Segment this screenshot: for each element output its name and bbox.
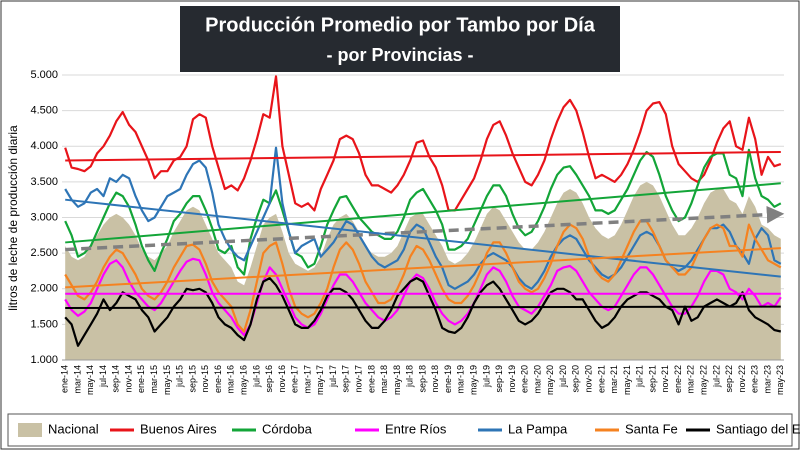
- x-tick-label: jul-14: [98, 365, 108, 388]
- y-tick-label: 1.500: [30, 318, 58, 330]
- trend-line: [65, 305, 781, 309]
- line: [64, 277, 782, 347]
- x-tick-label: mar-23: [762, 365, 772, 394]
- title-box: [180, 6, 620, 72]
- x-tick-label: mar-17: [302, 365, 312, 394]
- trend-line: [65, 205, 785, 252]
- x-tick-label: may-22: [699, 365, 709, 395]
- x-tick-label: nov-17: [353, 365, 363, 393]
- x-tick-label: ene-15: [136, 365, 146, 393]
- x-tick-label: ene-16: [213, 365, 223, 393]
- x-tick-label: nov-22: [737, 365, 747, 393]
- x-tick-label: may-20: [545, 365, 555, 395]
- x-tick-label: ene-19: [443, 365, 453, 393]
- x-tick-label: ene-20: [520, 365, 530, 393]
- x-tick-label: mar-20: [532, 365, 542, 394]
- chart-subtitle: - por Provincias -: [326, 45, 473, 65]
- x-tick-label: nov-18: [430, 365, 440, 393]
- x-tick-label: may-23: [775, 365, 785, 395]
- legend-label: Nacional: [48, 421, 99, 436]
- x-tick-label: jul-18: [405, 365, 415, 388]
- x-tick-label: jul-16: [251, 365, 261, 388]
- legend-swatch: [18, 423, 42, 437]
- x-tick-label: sep-16: [264, 365, 274, 393]
- x-tick-label: sep-20: [571, 365, 581, 393]
- x-tick-label: mar-19: [456, 365, 466, 394]
- trend-line: [65, 247, 781, 289]
- x-tick-label: mar-14: [72, 365, 82, 394]
- x-tick-label: mar-18: [379, 365, 389, 394]
- y-tick-label: 4.000: [30, 140, 58, 152]
- x-tick-label: sep-21: [647, 365, 657, 393]
- area: [65, 181, 781, 360]
- x-tick-label: sep-14: [111, 365, 121, 393]
- trend-line: [65, 182, 781, 244]
- y-tick-label: 4.500: [30, 105, 58, 117]
- x-tick-label: may-16: [238, 365, 248, 395]
- x-tick-label: nov-19: [507, 365, 517, 393]
- y-tick-label: 2.000: [30, 283, 58, 295]
- x-tick-label: may-18: [392, 365, 402, 395]
- x-tick-label: mar-16: [226, 365, 236, 394]
- legend-label: Santa Fe: [625, 421, 678, 436]
- x-tick-label: sep-15: [187, 365, 197, 393]
- line: [64, 148, 782, 276]
- trend-line: [65, 150, 781, 162]
- legend-label: Córdoba: [262, 421, 313, 436]
- x-tick-label: jul-20: [558, 365, 568, 388]
- y-tick-label: 2.500: [30, 247, 58, 259]
- legend-label: La Pampa: [508, 421, 568, 436]
- x-tick-label: ene-23: [750, 365, 760, 393]
- x-tick-label: ene-14: [60, 365, 70, 393]
- x-tick-label: ene-17: [290, 365, 300, 393]
- line: [64, 257, 782, 337]
- x-tick-label: sep-19: [494, 365, 504, 393]
- x-tick-label: ene-18: [366, 365, 376, 393]
- y-tick-label: 1.000: [30, 354, 58, 366]
- x-tick-label: nov-14: [123, 365, 133, 393]
- x-tick-label: sep-17: [341, 365, 351, 393]
- trend-line: [65, 198, 781, 278]
- x-tick-label: jul-17: [328, 365, 338, 388]
- x-tick-label: nov-15: [200, 365, 210, 393]
- x-tick-label: may-21: [622, 365, 632, 395]
- legend-label: Buenos Aires: [140, 421, 217, 436]
- legend-label: Santiago del Estero: [716, 421, 800, 436]
- legend-box: [7, 413, 793, 447]
- x-tick-label: mar-15: [149, 365, 159, 394]
- line: [64, 220, 782, 333]
- x-tick-label: may-14: [85, 365, 95, 395]
- x-tick-label: sep-18: [417, 365, 427, 393]
- x-tick-label: jul-19: [481, 365, 491, 388]
- x-tick-label: sep-22: [724, 365, 734, 393]
- y-tick-label: 5.000: [30, 69, 58, 81]
- y-tick-label: 3.000: [30, 211, 58, 223]
- x-tick-label: nov-20: [583, 365, 593, 393]
- y-axis-label: litros de leche de producción diaria: [6, 125, 20, 311]
- y-tick-label: 3.500: [30, 176, 58, 188]
- x-tick-label: may-15: [162, 365, 172, 395]
- x-tick-label: nov-21: [660, 365, 670, 393]
- x-tick-label: mar-21: [609, 365, 619, 394]
- legend-label: Entre Ríos: [385, 421, 447, 436]
- line: [64, 75, 782, 212]
- x-tick-label: ene-21: [596, 365, 606, 393]
- x-tick-label: jul-15: [175, 365, 185, 388]
- x-tick-label: mar-22: [686, 365, 696, 394]
- x-tick-label: jul-21: [635, 365, 645, 388]
- x-tick-label: jul-22: [711, 365, 721, 388]
- x-tick-label: may-19: [468, 365, 478, 395]
- chart-title: Producción Promedio por Tambo por Día: [205, 14, 596, 36]
- x-tick-label: nov-16: [277, 365, 287, 393]
- x-tick-label: ene-22: [673, 365, 683, 393]
- x-tick-label: may-17: [315, 365, 325, 395]
